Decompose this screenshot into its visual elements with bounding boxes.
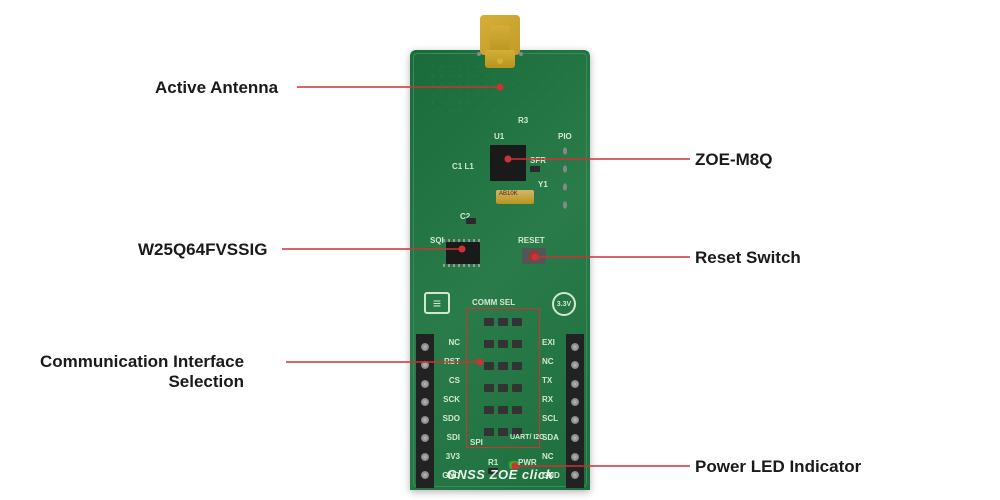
- pin-l-1: RST: [436, 357, 460, 366]
- pin-r-2: TX: [542, 376, 566, 385]
- silk-y1: Y1: [538, 180, 548, 189]
- silk-pio: PIO: [558, 132, 572, 141]
- callout-flash: W25Q64FVSSIG: [138, 240, 267, 260]
- pin-r-0: EXI: [542, 338, 566, 347]
- voltage-badge: 3.3V: [552, 292, 576, 316]
- callout-zoe: ZOE-M8Q: [695, 150, 772, 170]
- pin-r-4: SCL: [542, 414, 566, 423]
- logo-badge: ≡: [424, 292, 450, 314]
- pin-l-4: SDO: [436, 414, 460, 423]
- pin-l-3: SCK: [436, 395, 460, 404]
- reset-button: [522, 248, 546, 264]
- header-left: [416, 334, 434, 488]
- diagram-root: R3 U1 SFR PIO C1 L1 C2 AB10K Y1 SQI RESE…: [0, 0, 1000, 500]
- silk-r3: R3: [518, 116, 528, 125]
- header-right: [566, 334, 584, 488]
- silk-r1: R1: [488, 458, 498, 467]
- silk-pwr: PWR: [518, 458, 537, 467]
- main-chip: [490, 145, 526, 181]
- board-title: GNSS ZOE click: [410, 467, 590, 482]
- silk-sqi: SQI: [430, 236, 444, 245]
- callout-antenna: Active Antenna: [155, 78, 278, 98]
- callout-pwr: Power LED Indicator: [695, 457, 861, 477]
- pin-r-1: NC: [542, 357, 566, 366]
- flash-chip: [446, 242, 480, 264]
- pin-l-2: CS: [436, 376, 460, 385]
- silk-c1l1: C1 L1: [452, 162, 474, 171]
- pin-l-5: SDI: [436, 433, 460, 442]
- sma-connector: [475, 10, 525, 60]
- crystal: AB10K: [496, 190, 534, 204]
- callout-reset: Reset Switch: [695, 248, 801, 268]
- crystal-marking: AB10K: [499, 191, 518, 197]
- pin-l-6: 3V3: [436, 452, 460, 461]
- commsel-right: UART/ I2C: [510, 434, 544, 441]
- pin-l-0: NC: [436, 338, 460, 347]
- silk-reset: RESET: [518, 236, 545, 245]
- pcb-board: R3 U1 SFR PIO C1 L1 C2 AB10K Y1 SQI RESE…: [410, 50, 590, 490]
- commsel-left: SPI: [470, 438, 483, 447]
- callout-commsel: Communication Interface Selection: [40, 352, 244, 392]
- silk-u1: U1: [494, 132, 504, 141]
- pin-r-6: NC: [542, 452, 566, 461]
- pin-r-5: SDA: [542, 433, 566, 442]
- pin-r-3: RX: [542, 395, 566, 404]
- silk-sfr: SFR: [530, 156, 546, 165]
- commsel-title: COMM SEL: [472, 298, 515, 307]
